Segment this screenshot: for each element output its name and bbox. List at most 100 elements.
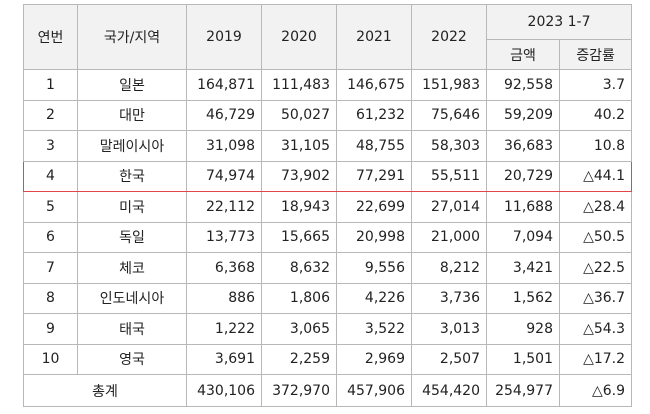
cell-rank: 10 bbox=[23, 343, 78, 375]
table-row: 10 영국 3,691 2,259 2,969 2,507 1,501 △17.2 bbox=[23, 343, 633, 375]
cell-country: 말레이시아 bbox=[77, 130, 187, 162]
cell-rank: 9 bbox=[23, 313, 78, 345]
cell-2019: 3,691 bbox=[186, 343, 262, 375]
cell-2021: 22,699 bbox=[336, 191, 412, 223]
cell-growth: 40.2 bbox=[558, 99, 633, 131]
cell-growth: △44.1 bbox=[558, 160, 633, 192]
cell-2022: 21,000 bbox=[411, 221, 487, 253]
table-row: 3 말레이시아 31,098 31,105 48,755 58,303 36,683 10.8 bbox=[23, 130, 633, 162]
cell-2022: 8,212 bbox=[411, 252, 487, 284]
table-footer: 총계 430,106 372,970 457,906 454,420 254,9… bbox=[23, 374, 633, 407]
table-row: 6 독일 13,773 15,665 20,998 21,000 7,094 △50.5 bbox=[23, 221, 633, 253]
cell-amount: 11,688 bbox=[486, 191, 560, 223]
table-row: 7 체코 6,368 8,632 9,556 8,212 3,421 △22.5 bbox=[23, 252, 633, 284]
cell-2019: 46,729 bbox=[186, 99, 262, 131]
cell-rank: 5 bbox=[23, 191, 78, 223]
cell-2022: 3,013 bbox=[411, 313, 487, 345]
table-row: 8 인도네시아 886 1,806 4,226 3,736 1,562 △36.7 bbox=[23, 282, 633, 314]
cell-country: 태국 bbox=[77, 313, 187, 345]
cell-2019: 74,974 bbox=[186, 160, 262, 192]
header-2020: 2020 bbox=[261, 4, 337, 70]
table-row: 2 대만 46,729 50,027 61,232 75,646 59,209 40.2 bbox=[23, 99, 633, 131]
cell-2021: 2,969 bbox=[336, 343, 412, 375]
cell-2021: 146,675 bbox=[336, 69, 412, 101]
cell-country: 미국 bbox=[77, 191, 187, 223]
cell-2020: 50,027 bbox=[261, 99, 337, 131]
total-2020: 372,970 bbox=[261, 374, 337, 407]
header-2021: 2021 bbox=[336, 4, 412, 70]
table-row: 9 태국 1,222 3,065 3,522 3,013 928 △54.3 bbox=[23, 313, 633, 345]
header-amount: 금액 bbox=[486, 39, 560, 70]
cell-2021: 4,226 bbox=[336, 282, 412, 314]
table-row: 5 미국 22,112 18,943 22,699 27,014 11,688 △28.4 bbox=[23, 191, 633, 223]
cell-2022: 58,303 bbox=[411, 130, 487, 162]
cell-2019: 22,112 bbox=[186, 191, 262, 223]
cell-2020: 3,065 bbox=[261, 313, 337, 345]
total-amount: 254,977 bbox=[486, 374, 560, 407]
cell-2022: 151,983 bbox=[411, 69, 487, 101]
total-2022: 454,420 bbox=[411, 374, 487, 407]
cell-2019: 13,773 bbox=[186, 221, 262, 253]
cell-2019: 886 bbox=[186, 282, 262, 314]
cell-rank: 7 bbox=[23, 252, 78, 284]
table-row-highlighted: 4 한국 74,974 73,902 77,291 55,511 20,729 △44.1 bbox=[23, 160, 633, 192]
cell-country: 체코 bbox=[77, 252, 187, 284]
cell-2020: 1,806 bbox=[261, 282, 337, 314]
cell-2021: 61,232 bbox=[336, 99, 412, 131]
table-body: 1 일본 164,871 111,483 146,675 151,983 92,558 3.7… bbox=[23, 69, 633, 375]
cell-amount: 3,421 bbox=[486, 252, 560, 284]
header-rank: 연번 bbox=[23, 4, 78, 70]
cell-amount: 20,729 bbox=[486, 160, 560, 192]
cell-2020: 18,943 bbox=[261, 191, 337, 223]
cell-rank: 1 bbox=[23, 69, 78, 101]
cell-2020: 31,105 bbox=[261, 130, 337, 162]
cell-2021: 20,998 bbox=[336, 221, 412, 253]
cell-growth: 3.7 bbox=[558, 69, 633, 101]
cell-amount: 7,094 bbox=[486, 221, 560, 253]
cell-country: 인도네시아 bbox=[77, 282, 187, 314]
cell-country: 일본 bbox=[77, 69, 187, 101]
header-period: 2023 1-7 bbox=[485, 4, 633, 40]
cell-2019: 31,098 bbox=[186, 130, 262, 162]
table-header: 연번 국가/지역 2019 2020 2021 2022 2023 1-7 금액… bbox=[23, 4, 633, 70]
header-country: 국가/지역 bbox=[77, 4, 187, 70]
total-growth: △6.9 bbox=[558, 374, 633, 407]
cell-amount: 59,209 bbox=[486, 99, 560, 131]
cell-2020: 111,483 bbox=[261, 69, 337, 101]
header-growth: 증감률 bbox=[558, 39, 633, 70]
cell-amount: 1,501 bbox=[486, 343, 560, 375]
cell-2019: 6,368 bbox=[186, 252, 262, 284]
cell-growth: △28.4 bbox=[558, 191, 633, 223]
cell-growth: △17.2 bbox=[558, 343, 633, 375]
header-2019: 2019 bbox=[186, 4, 262, 70]
cell-2021: 9,556 bbox=[336, 252, 412, 284]
cell-country: 대만 bbox=[77, 99, 187, 131]
cell-2022: 27,014 bbox=[411, 191, 487, 223]
cell-country: 영국 bbox=[77, 343, 187, 375]
cell-2021: 77,291 bbox=[336, 160, 412, 192]
cell-growth: △36.7 bbox=[558, 282, 633, 314]
cell-amount: 92,558 bbox=[486, 69, 560, 101]
cell-rank: 8 bbox=[23, 282, 78, 314]
total-label: 총계 bbox=[23, 374, 187, 407]
cell-2022: 2,507 bbox=[411, 343, 487, 375]
header-2022: 2022 bbox=[411, 4, 487, 70]
cell-2020: 8,632 bbox=[261, 252, 337, 284]
cell-growth: △22.5 bbox=[558, 252, 633, 284]
cell-2022: 75,646 bbox=[411, 99, 487, 131]
cell-growth: 10.8 bbox=[558, 130, 633, 162]
cell-country: 독일 bbox=[77, 221, 187, 253]
cell-rank: 3 bbox=[23, 130, 78, 162]
cell-2022: 3,736 bbox=[411, 282, 487, 314]
cell-amount: 928 bbox=[486, 313, 560, 345]
cell-growth: △50.5 bbox=[558, 221, 633, 253]
cell-rank: 2 bbox=[23, 99, 78, 131]
cell-2021: 48,755 bbox=[336, 130, 412, 162]
cell-2022: 55,511 bbox=[411, 160, 487, 192]
cell-2021: 3,522 bbox=[336, 313, 412, 345]
cell-2019: 164,871 bbox=[186, 69, 262, 101]
cell-amount: 36,683 bbox=[486, 130, 560, 162]
table-row: 1 일본 164,871 111,483 146,675 151,983 92,558 3.7 bbox=[23, 69, 633, 101]
cell-2019: 1,222 bbox=[186, 313, 262, 345]
cell-2020: 15,665 bbox=[261, 221, 337, 253]
